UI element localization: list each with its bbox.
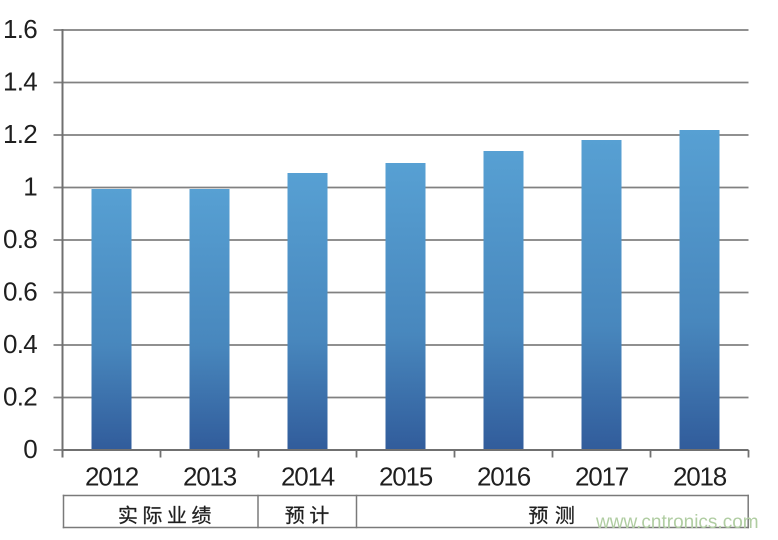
svg-text:2015: 2015 xyxy=(379,462,433,492)
svg-text:2014: 2014 xyxy=(281,462,335,492)
svg-text:0.2: 0.2 xyxy=(3,381,37,411)
svg-text:0: 0 xyxy=(23,434,37,464)
svg-text:2018: 2018 xyxy=(673,462,727,492)
svg-text:1.2: 1.2 xyxy=(3,119,37,149)
svg-text:2016: 2016 xyxy=(477,462,531,492)
svg-text:0.6: 0.6 xyxy=(3,276,37,306)
svg-text:2012: 2012 xyxy=(85,462,139,492)
svg-text:1: 1 xyxy=(23,171,37,201)
svg-text:2013: 2013 xyxy=(183,462,237,492)
svg-text:0.4: 0.4 xyxy=(3,329,37,359)
svg-text:2017: 2017 xyxy=(575,462,629,492)
svg-text:1.6: 1.6 xyxy=(3,14,37,44)
svg-text:www.cntronics.com: www.cntronics.com xyxy=(595,512,759,533)
svg-text:1.4: 1.4 xyxy=(3,66,37,96)
svg-text:0.8: 0.8 xyxy=(3,224,37,254)
